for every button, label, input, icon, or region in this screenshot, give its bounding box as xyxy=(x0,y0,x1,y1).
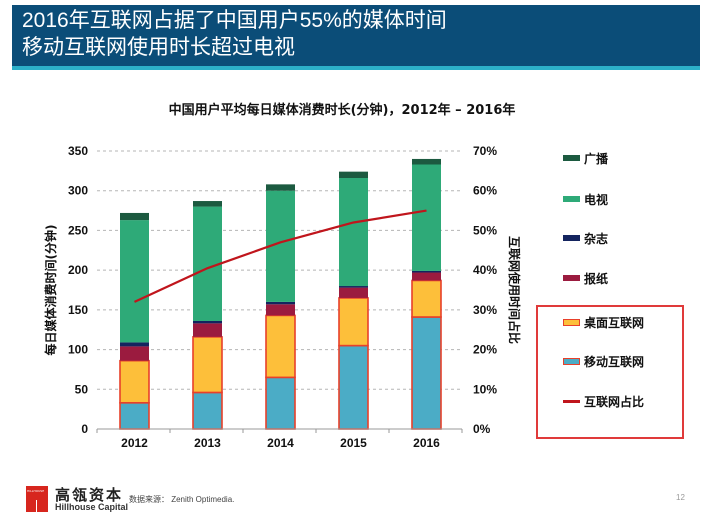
bar-segment-mobile-internet xyxy=(411,316,442,430)
legend-swatch xyxy=(563,235,580,241)
legend-item: 杂志 xyxy=(563,230,608,246)
y2-tick-label: 30% xyxy=(473,303,497,317)
bar-segment-desktop-internet xyxy=(192,336,223,394)
y-tick-label: 250 xyxy=(68,223,88,237)
y-tick-label: 50 xyxy=(75,382,89,396)
hillhouse-logo xyxy=(26,486,48,512)
bar-segment-mobile-internet xyxy=(192,391,223,430)
bar-segment-radio xyxy=(339,171,368,179)
y2-tick-label: 0% xyxy=(473,422,491,436)
bar-segment-newspaper xyxy=(120,346,149,361)
y-tick-label: 350 xyxy=(68,144,88,158)
legend-item: 报纸 xyxy=(563,270,608,286)
chart-title-wrap: 中国用户平均每日媒体消费时长(分钟)，2012年 – 2016年 xyxy=(0,99,704,118)
bar-segment-newspaper xyxy=(193,323,222,337)
y2-tick-label: 10% xyxy=(473,382,497,396)
y-tick-label: 100 xyxy=(68,343,88,357)
legend-line-swatch xyxy=(563,399,580,403)
bar-segment-tv xyxy=(339,178,368,287)
bars xyxy=(119,158,442,430)
legend-swatch xyxy=(563,357,580,365)
legend-label: 互联网占比 xyxy=(584,394,645,409)
bar-segment-magazine xyxy=(193,320,222,324)
brand-name-en: Hillhouse Capital xyxy=(55,502,129,512)
x-tick-label: 2013 xyxy=(194,436,221,450)
bar-segment-desktop-internet xyxy=(338,297,369,347)
bar-segment-magazine xyxy=(120,342,149,347)
bar-segment-newspaper xyxy=(412,272,441,281)
legend-swatch xyxy=(563,155,580,161)
axes: 0 50 100 150 200 250 300 350 0% 10% 20% 30% 40% 50% 60… xyxy=(68,144,497,450)
y2-tick-label: 60% xyxy=(473,184,497,198)
x-tick-label: 2012 xyxy=(121,436,148,450)
x-tick-label: 2015 xyxy=(340,436,367,450)
logo-text: HILLHOUSE xyxy=(27,489,45,493)
brand-name-cn: 高瓴资本 xyxy=(55,486,124,504)
bar-segment-desktop-internet xyxy=(265,314,296,379)
legend-swatch xyxy=(563,318,580,326)
legend-label: 报纸 xyxy=(584,271,609,286)
bar-segment-newspaper xyxy=(266,304,295,316)
logo-mark xyxy=(36,500,37,512)
legend-item: 广播 xyxy=(563,150,608,166)
slide-title-line-1: 2016年互联网占据了中国用户55%的媒体时间 xyxy=(22,9,447,32)
y2-tick-label: 50% xyxy=(473,223,497,237)
y-axis-title: 每日媒体消费时间(分钟) xyxy=(43,225,58,356)
internet-share-line xyxy=(134,209,427,303)
legend-swatch xyxy=(563,196,580,202)
legend-label: 杂志 xyxy=(584,231,609,246)
x-tick-label: 2014 xyxy=(267,436,294,450)
y2-axis-title: 互联网使用时间占比 xyxy=(507,236,522,344)
y2-tick-label: 20% xyxy=(473,343,497,357)
bar-segment-newspaper xyxy=(339,287,368,298)
bar-segment-desktop-internet xyxy=(119,359,150,404)
bar-segment-tv xyxy=(412,164,441,271)
bar-segment-magazine xyxy=(412,270,441,273)
y2-tick-label: 40% xyxy=(473,263,497,277)
legend-label: 电视 xyxy=(584,192,609,207)
y2-tick-label: 70% xyxy=(473,144,497,158)
slide-header xyxy=(12,5,700,66)
header-accent-strip xyxy=(12,66,700,70)
bar-segment-radio xyxy=(266,184,295,191)
legend-item: 桌面互联网 xyxy=(563,314,644,330)
bar-segment-tv xyxy=(120,220,149,343)
legend-swatch xyxy=(563,275,580,281)
slide-title-line-2: 移动互联网使用时长超过电视 xyxy=(22,36,295,59)
bar-segment-magazine xyxy=(339,286,368,288)
bar-segment-mobile-internet xyxy=(338,344,369,430)
legend-item: 电视 xyxy=(563,191,608,207)
x-tick-label: 2016 xyxy=(413,436,440,450)
legend-item: 移动互联网 xyxy=(563,353,644,369)
bar-segment-mobile-internet xyxy=(119,401,150,430)
y-tick-label: 300 xyxy=(68,184,88,198)
internet-legend-highlight-box xyxy=(536,305,684,439)
bar-segment-desktop-internet xyxy=(411,279,442,318)
y-tick-label: 150 xyxy=(68,303,88,317)
legend-label: 桌面互联网 xyxy=(584,315,645,330)
page-number: 12 xyxy=(676,493,685,502)
bar-segment-magazine xyxy=(266,301,295,305)
bar-segment-radio xyxy=(412,158,441,165)
y-tick-label: 0 xyxy=(81,422,88,436)
data-source: 数据来源： Zenith Optimedia. xyxy=(129,495,235,504)
chart-title: 中国用户平均每日媒体消费时长(分钟)，2012年 – 2016年 xyxy=(168,103,516,118)
bar-segment-radio xyxy=(193,201,222,207)
legend-item: 互联网占比 xyxy=(563,393,644,409)
legend-label: 移动互联网 xyxy=(584,354,645,369)
bar-segment-radio xyxy=(120,212,149,221)
bar-segment-mobile-internet xyxy=(265,376,296,430)
y-tick-label: 200 xyxy=(68,263,88,277)
legend-label: 广播 xyxy=(584,151,609,166)
